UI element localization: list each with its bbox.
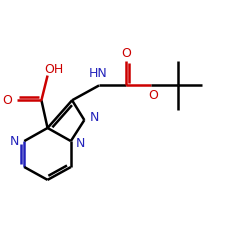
Text: O: O [2, 94, 12, 107]
Text: OH: OH [44, 63, 63, 76]
Text: N: N [76, 137, 85, 150]
Text: N: N [90, 111, 99, 124]
Text: O: O [148, 89, 158, 102]
Text: HN: HN [88, 67, 107, 80]
Text: O: O [121, 47, 131, 60]
Text: N: N [10, 134, 19, 147]
